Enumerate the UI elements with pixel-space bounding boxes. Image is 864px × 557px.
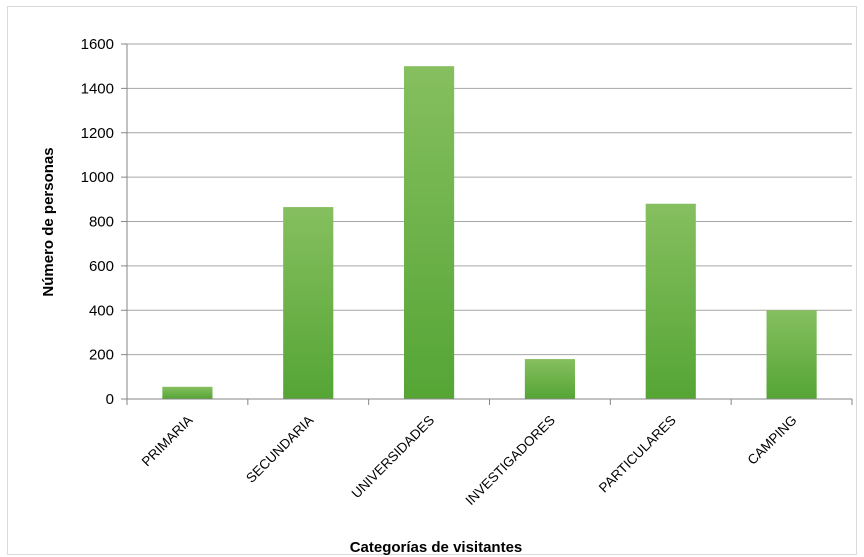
y-tick-labels: 0 200 400 600 800 1000 1200 1400 1600	[81, 36, 127, 408]
x-category-labels: PRIMARIA SECUNDARIA UNIVERSIDADES INVESTIGA…	[139, 413, 800, 508]
y-tick-label: 1400	[81, 80, 114, 97]
y-tick-label: 200	[89, 347, 114, 364]
x-tick-label: SECUNDARIA	[243, 413, 316, 486]
gridlines	[127, 43, 852, 356]
y-tick-label: 600	[89, 258, 114, 275]
y-tick-label: 1200	[81, 125, 114, 142]
x-tick-label: PARTICULARES	[596, 413, 679, 496]
y-tick-label: 1000	[81, 169, 114, 186]
bar-investigadores	[524, 359, 575, 399]
y-tick-label: 0	[106, 391, 114, 408]
y-axis-title: Número de personas	[40, 147, 57, 296]
y-tick-label: 1600	[81, 36, 114, 53]
axes	[126, 44, 853, 405]
x-axis-title: Categorías de visitantes	[350, 539, 523, 556]
bars	[162, 66, 817, 399]
bar-secundaria	[283, 207, 334, 399]
bar-primaria	[162, 386, 213, 399]
y-tick-label: 800	[89, 214, 114, 231]
x-tick-label: INVESTIGADORES	[463, 413, 558, 508]
bar-particulares	[645, 203, 696, 399]
bar-camping	[766, 310, 817, 399]
x-tick-label: UNIVERSIDADES	[349, 413, 438, 502]
x-tick-label: PRIMARIA	[139, 413, 196, 470]
bar-universidades	[404, 66, 455, 399]
x-tick-label: CAMPING	[745, 413, 800, 468]
y-tick-label: 400	[89, 302, 114, 319]
